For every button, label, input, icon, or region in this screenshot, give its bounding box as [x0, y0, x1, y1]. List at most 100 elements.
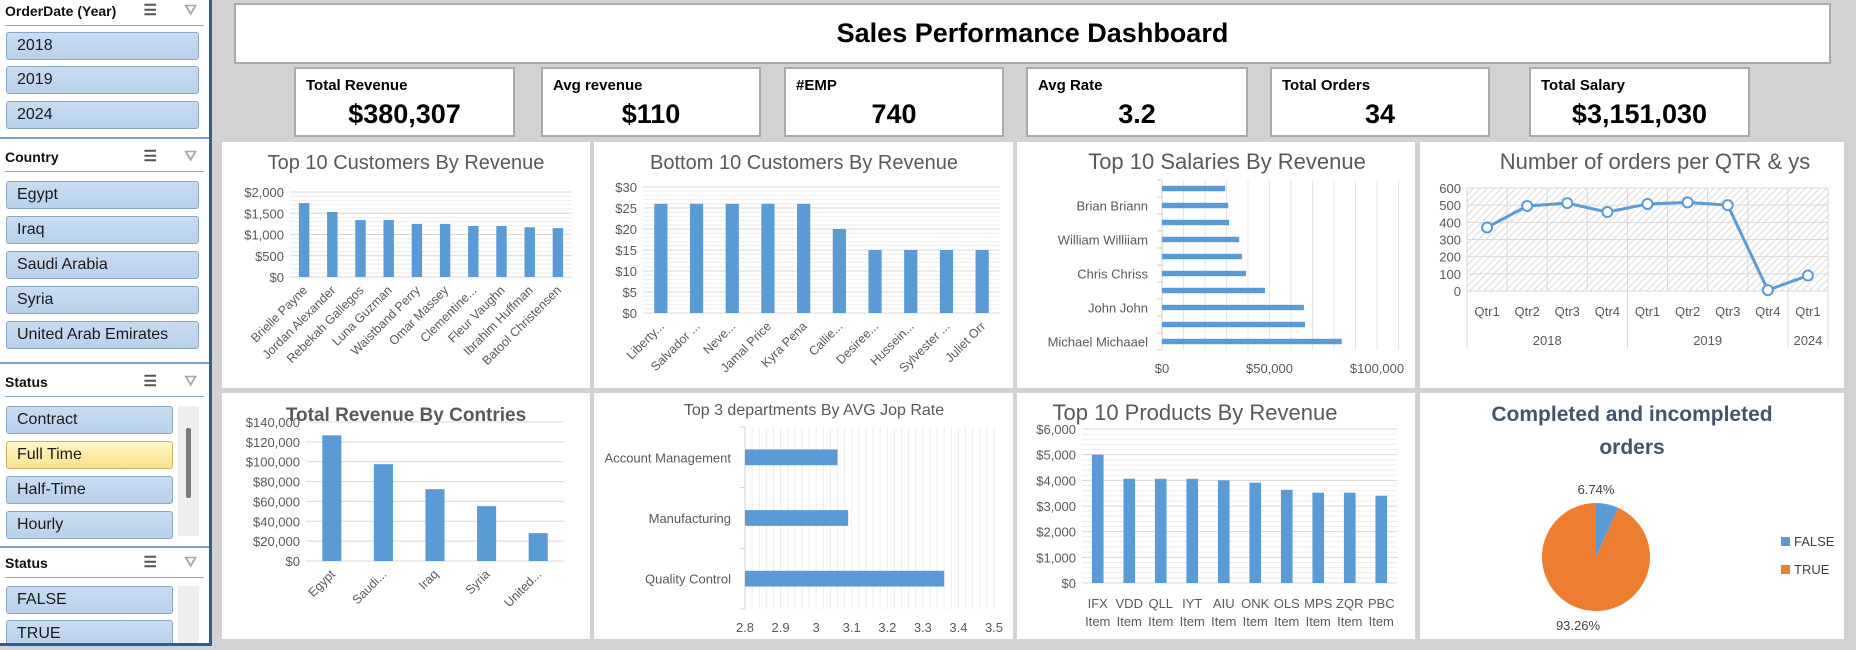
- y-tick-label: William Williiam: [1058, 233, 1148, 248]
- x-tick-label: $0: [1155, 361, 1169, 376]
- kpi-card: Avg revenue $110: [541, 67, 761, 137]
- y-tick-label: 200: [1439, 250, 1461, 265]
- y-tick-label: $10: [615, 264, 637, 279]
- x-tick-label: Item: [1180, 614, 1205, 629]
- x-tick-label: $50,000: [1246, 361, 1293, 376]
- bar: [689, 203, 704, 313]
- x-tick-label: Qtr3: [1555, 304, 1580, 319]
- x-tick-label: IYT: [1182, 596, 1202, 611]
- kpi-value: 34: [1364, 99, 1396, 129]
- x-tick-label: 3.1: [843, 620, 861, 635]
- x-tick-label: 3.5: [985, 620, 1003, 635]
- y-tick-label: Chris Chriss: [1077, 267, 1148, 282]
- y-tick-label: $5: [623, 285, 637, 300]
- clear-filter-icon[interactable]: ⛛: [184, 148, 197, 165]
- slicer-item[interactable]: 2024: [6, 101, 199, 129]
- chart-completed-orders: Completed and incompleted orders 6.74% 93.2…: [1420, 393, 1844, 639]
- slicer-scrollbar[interactable]: [178, 586, 199, 643]
- slicer-item[interactable]: Egypt: [6, 181, 199, 209]
- slicer-item[interactable]: Full Time: [6, 441, 173, 469]
- bar: [1162, 287, 1265, 294]
- x-tick-label: Qtr3: [1715, 304, 1740, 319]
- x-tick-label: MPS: [1304, 596, 1333, 611]
- y-tick-label: Quality Control: [645, 572, 731, 587]
- slicer-item[interactable]: United Arab Emirates: [6, 321, 199, 349]
- bar: [298, 203, 310, 277]
- kpi-label: Total Revenue: [306, 77, 408, 94]
- slicer-item[interactable]: Half-Time: [6, 476, 173, 504]
- multi-select-icon[interactable]: ☰: [143, 148, 157, 165]
- y-tick-label: Manufacturing: [649, 511, 731, 526]
- x-group-label: 2019: [1693, 333, 1722, 348]
- x-tick-label: VDD: [1116, 596, 1143, 611]
- bar: [904, 250, 918, 313]
- chart-completed-orders-svg: Completed and incompleted orders 6.74% 93.2…: [1491, 403, 1835, 633]
- kpi-value: $3,151,030: [1571, 99, 1708, 129]
- bar: [1162, 219, 1230, 226]
- slicer-item[interactable]: Saudi Arabia: [6, 251, 199, 279]
- bar: [477, 506, 497, 561]
- x-tick-label: Qtr2: [1675, 304, 1700, 319]
- legend-label: FALSE: [1794, 534, 1835, 549]
- slicer-item[interactable]: 2019: [6, 66, 199, 94]
- chart-title: Top 10 Products By Revenue: [1053, 400, 1338, 425]
- multi-select-icon[interactable]: ☰: [143, 554, 157, 571]
- x-tick-label: 2.8: [736, 620, 754, 635]
- x-tick-label: Item: [1211, 614, 1236, 629]
- multi-select-icon[interactable]: ☰: [143, 2, 157, 19]
- bar: [1162, 253, 1242, 260]
- chart-title: Top 3 departments By AVG Jop Rate: [684, 402, 944, 419]
- slicer-scrollbar[interactable]: [178, 406, 199, 536]
- bar: [1312, 492, 1325, 583]
- kpi-label: Total Salary: [1541, 77, 1625, 94]
- slicer-item[interactable]: TRUE: [6, 620, 173, 643]
- slicer-item[interactable]: Syria: [6, 286, 199, 314]
- pie-slice: [1596, 503, 1619, 557]
- y-tick-label: $40,000: [253, 514, 300, 529]
- bar: [411, 223, 423, 277]
- y-tick-label: 600: [1439, 181, 1461, 196]
- chart-orders-per-qtr: Number of orders per QTR & ys 0 100 200 300 4…: [1420, 142, 1844, 388]
- y-tick-label: $60,000: [253, 494, 300, 509]
- chart-top-salaries-svg: Top 10 Salaries By Revenue Brian Briann Wi…: [1048, 149, 1405, 376]
- slicer-item[interactable]: 2018: [6, 32, 199, 60]
- scrollbar-thumb[interactable]: [186, 428, 191, 498]
- chart-title: Total Revenue By Contries: [286, 405, 526, 426]
- chart-bottom-customers: Bottom 10 Customers By Revenue $0 $5 $10 $15…: [594, 142, 1013, 388]
- x-tick-label: 2.9: [772, 620, 790, 635]
- y-tick-label: $5,000: [1036, 448, 1076, 463]
- kpi-label: #EMP: [796, 77, 837, 94]
- bar: [1280, 489, 1293, 583]
- kpi-card: Total Revenue $380,307: [294, 67, 515, 137]
- slicer-item[interactable]: Contract: [6, 406, 173, 434]
- clear-filter-icon[interactable]: ⛛: [184, 2, 197, 19]
- bar: [761, 203, 775, 313]
- x-tick-label: Item: [1369, 614, 1394, 629]
- bar: [975, 250, 989, 313]
- y-tick-label: $25: [615, 201, 637, 216]
- chart-orders-per-qtr-svg: Number of orders per QTR & ys 0 100 200 300 4…: [1439, 149, 1829, 348]
- slicer-item[interactable]: Hourly: [6, 511, 173, 539]
- bar: [1249, 482, 1262, 583]
- data-point: [1481, 221, 1494, 234]
- y-tick-label: $1,000: [244, 228, 284, 243]
- x-tick-label: 3.3: [914, 620, 932, 635]
- y-tick-label: $0: [623, 306, 637, 321]
- x-tick-label: IFX: [1088, 596, 1109, 611]
- bar: [1154, 478, 1167, 583]
- clear-filter-icon[interactable]: ⛛: [184, 554, 197, 571]
- bar: [1343, 492, 1356, 583]
- multi-select-icon[interactable]: ☰: [143, 373, 157, 390]
- data-point: [1641, 197, 1654, 210]
- y-tick-label: $0: [1062, 576, 1076, 591]
- clear-filter-icon[interactable]: ⛛: [184, 373, 197, 390]
- slicer-title: Status: [5, 374, 48, 390]
- chart-top-departments-svg: Top 3 departments By AVG Jop Rate Account…: [605, 402, 1004, 635]
- legend-swatch: [1781, 565, 1790, 574]
- slicer-item[interactable]: Iraq: [6, 216, 199, 244]
- bar: [468, 226, 479, 277]
- bar: [939, 250, 954, 313]
- chart-bottom-customers-svg: Bottom 10 Customers By Revenue $0 $5 $10 $15…: [615, 152, 1000, 375]
- slicer-item[interactable]: FALSE: [6, 586, 173, 614]
- chart-top-products: Top 10 Products By Revenue $0 $1,000 $2,000…: [1017, 393, 1415, 639]
